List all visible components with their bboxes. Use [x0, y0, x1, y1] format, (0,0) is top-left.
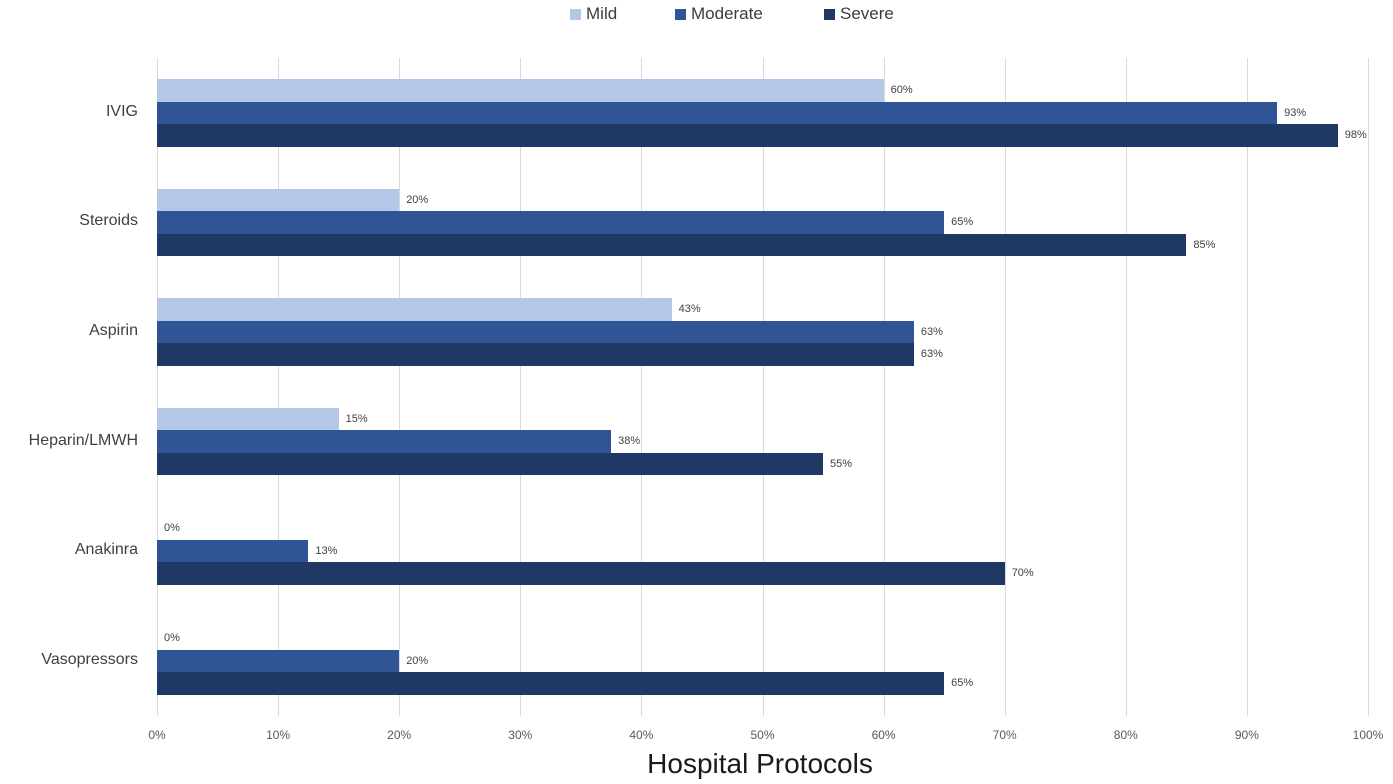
- gridline: [278, 58, 280, 716]
- data-label-vasopressors-moderate: 20%: [406, 654, 429, 667]
- gridline: [157, 58, 158, 716]
- data-label-steroids-mild: 20%: [406, 193, 429, 206]
- gridline: [1004, 58, 1006, 716]
- x-tick-label: 90%: [1234, 728, 1259, 742]
- legend-item-mild: Mild: [570, 4, 617, 24]
- x-tick-label: 20%: [387, 728, 412, 742]
- bar-vasopressors-moderate: [157, 649, 400, 672]
- category-label-ivig: IVIG: [105, 102, 138, 120]
- legend-swatch-moderate: [675, 8, 686, 20]
- bar-aspirin-mild: [157, 298, 672, 321]
- category-label-steroids: Steroids: [79, 212, 138, 230]
- x-tick-label: 50%: [750, 728, 775, 742]
- bar-steroids-moderate: [157, 211, 945, 234]
- gridline: [1246, 58, 1248, 716]
- legend-swatch-severe: [824, 8, 835, 20]
- gridline: [1125, 58, 1127, 716]
- data-label-vasopressors-severe: 65%: [951, 677, 974, 689]
- bar-ivig-mild: [157, 79, 884, 102]
- bar-vasopressors-severe: [157, 672, 945, 695]
- bar-heparin-lmwh-mild: [157, 407, 339, 431]
- data-label-heparin-lmwh-severe: 55%: [830, 457, 853, 470]
- legend-swatch-mild: [570, 8, 581, 20]
- data-label-heparin-lmwh-mild: 15%: [345, 412, 368, 425]
- gridline: [883, 58, 885, 716]
- gridline: [641, 58, 643, 716]
- x-tick-label: 70%: [992, 728, 1017, 742]
- gridline: [399, 58, 401, 716]
- legend-label-mild: Mild: [586, 4, 618, 23]
- x-tick-label: 60%: [871, 728, 896, 742]
- bar-ivig-moderate: [157, 101, 1278, 124]
- data-label-steroids-severe: 85%: [1193, 238, 1216, 251]
- bar-aspirin-moderate: [157, 320, 914, 344]
- category-label-vasopressors: Vasopressors: [41, 650, 138, 668]
- bar-aspirin-severe: [157, 343, 914, 366]
- category-label-heparin-lmwh: Heparin/LMWH: [28, 431, 138, 449]
- gridline: [1368, 58, 1369, 716]
- x-tick-label: 10%: [266, 728, 291, 742]
- data-label-aspirin-moderate: 63%: [920, 325, 943, 338]
- data-label-anakinra-mild: 0%: [164, 522, 180, 535]
- data-label-ivig-mild: 60%: [890, 84, 913, 96]
- data-label-aspirin-severe: 63%: [920, 348, 943, 361]
- x-tick-label: 80%: [1113, 728, 1138, 742]
- legend-label-moderate: Moderate: [691, 4, 763, 23]
- data-label-anakinra-severe: 70%: [1011, 567, 1034, 580]
- data-label-vasopressors-mild: 0%: [164, 632, 180, 644]
- bar-steroids-severe: [157, 233, 1187, 257]
- data-label-steroids-moderate: 65%: [951, 216, 974, 229]
- x-axis-title: Hospital Protocols: [647, 748, 873, 779]
- legend-item-severe: Severe: [824, 4, 894, 24]
- bar-heparin-lmwh-moderate: [157, 430, 612, 453]
- bar-anakinra-moderate: [157, 539, 309, 563]
- gridline: [762, 58, 764, 716]
- data-label-ivig-severe: 98%: [1344, 129, 1367, 141]
- x-tick-label: 40%: [629, 728, 654, 742]
- legend-label-severe: Severe: [840, 4, 894, 23]
- legend-item-moderate: Moderate: [675, 4, 763, 24]
- bar-steroids-mild: [157, 188, 400, 212]
- x-tick-label: 30%: [508, 728, 533, 742]
- bar-heparin-lmwh-severe: [157, 452, 824, 476]
- category-label-aspirin: Aspirin: [89, 321, 138, 339]
- x-tick-label: 100%: [1352, 728, 1384, 742]
- x-tick-label: 0%: [148, 728, 166, 742]
- data-label-aspirin-mild: 43%: [678, 303, 701, 316]
- bar-anakinra-severe: [157, 562, 1005, 585]
- category-label-anakinra: Anakinra: [74, 541, 138, 559]
- data-label-ivig-moderate: 93%: [1284, 106, 1307, 119]
- data-label-anakinra-moderate: 13%: [315, 544, 338, 557]
- gridline: [520, 58, 522, 716]
- data-label-heparin-lmwh-moderate: 38%: [618, 435, 641, 448]
- bar-ivig-severe: [157, 124, 1338, 147]
- legend: Mild Moderate Severe: [0, 4, 1393, 30]
